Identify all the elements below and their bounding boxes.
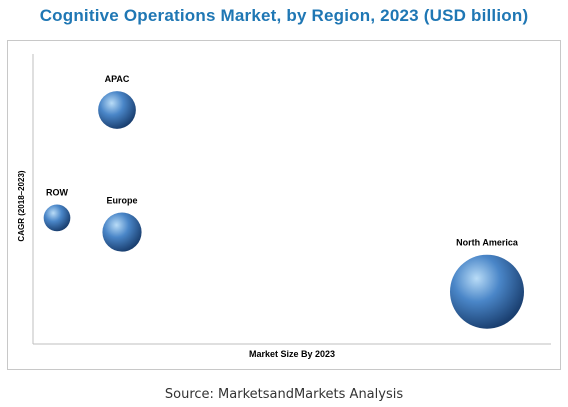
bubble-label-north-america: North America <box>456 238 519 248</box>
bubble-label-apac: APAC <box>105 74 130 84</box>
x-axis-label: Market Size By 2023 <box>249 349 335 359</box>
chart-frame <box>7 40 561 370</box>
bubble-north-america <box>450 254 524 329</box>
source-note: Source: MarketsandMarkets Analysis <box>164 387 404 402</box>
bubble-row <box>43 204 71 232</box>
bubble-label-group: APAC ROW Europe North America <box>46 74 519 248</box>
bubble-apac <box>98 91 136 129</box>
bubble-chart: Market Size By 2023 CAGR (2018–2023) APA… <box>17 54 551 359</box>
bubble-group <box>43 91 524 329</box>
bubble-label-europe: Europe <box>106 196 137 206</box>
chart-title: Cognitive Operations Market, by Region, … <box>39 6 529 25</box>
bubble-label-row: ROW <box>46 188 69 198</box>
bubble-europe <box>102 212 142 252</box>
y-axis-label: CAGR (2018–2023) <box>17 170 26 241</box>
